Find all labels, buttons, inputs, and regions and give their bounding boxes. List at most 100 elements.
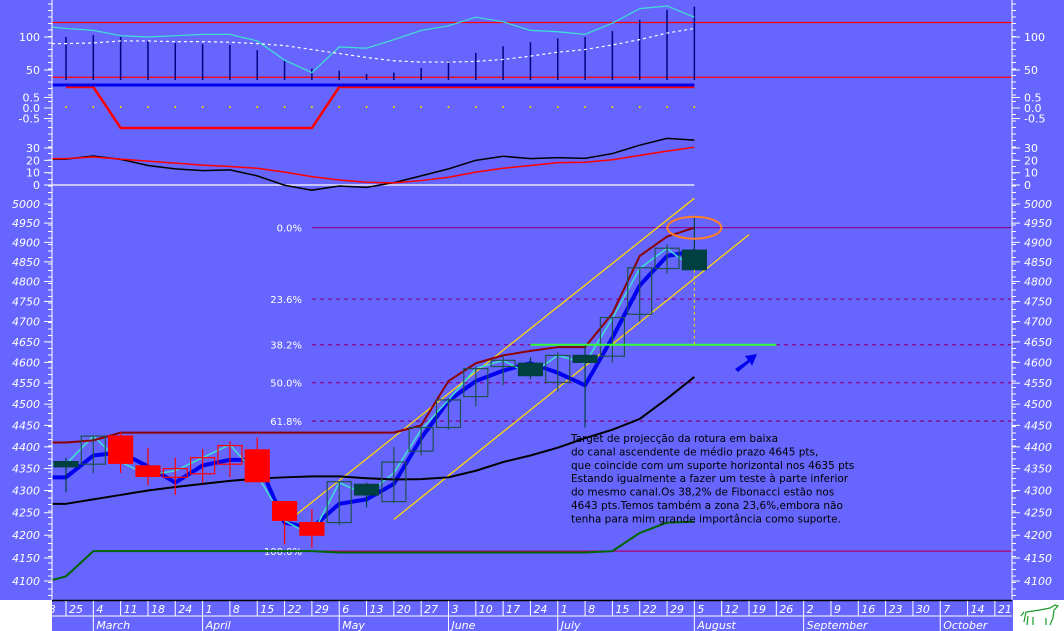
candle-body (353, 483, 380, 496)
week-label: 7 (943, 603, 950, 616)
price-tick-label-left: 4400 (12, 441, 40, 454)
price-tick-label-left: 4900 (12, 236, 40, 249)
candle-body (135, 465, 161, 478)
price-tick-label-left: 4950 (12, 217, 40, 230)
channel-line (284, 197, 695, 525)
price-tick-label-right: 4150 (1024, 552, 1052, 565)
price-tick-label-right: 4500 (1024, 398, 1052, 411)
y-tick-label-right: 30 (1024, 142, 1038, 155)
candle-body (517, 362, 544, 377)
week-label: 22 (643, 603, 657, 616)
week-label: 1 (561, 603, 568, 616)
price-tick-label-left: 4450 (12, 419, 40, 432)
week-label: 29 (670, 603, 684, 616)
candle-body (217, 444, 243, 465)
price-tick-label-right: 4100 (1024, 575, 1052, 588)
price-tick-label-right: 4800 (1024, 276, 1052, 289)
week-label: 20 (397, 603, 411, 616)
indicator-panel-2 (52, 83, 696, 130)
candle-body (326, 481, 352, 524)
week-label: 6 (342, 603, 349, 616)
candle-body (572, 354, 598, 364)
price-tick-label-right: 4400 (1024, 441, 1052, 454)
month-label: March (96, 619, 130, 631)
week-label: 18 (42, 603, 56, 616)
week-label: 2 (807, 603, 814, 616)
y-tick-label-right: 50 (1024, 64, 1038, 77)
price-tick-label-left: 4500 (12, 398, 40, 411)
price-tick-label-right: 4200 (1024, 529, 1052, 542)
week-label: 21 (998, 603, 1012, 616)
y-tick-label-left: 0.5 (23, 92, 41, 105)
price-tick-label-left: 4600 (12, 356, 40, 369)
week-label: 13 (370, 603, 384, 616)
candle-body (299, 521, 325, 536)
fibonacci-label: 0.0% (277, 224, 302, 235)
week-label: 8 (233, 603, 240, 616)
price-tick-label-right: 4850 (1024, 256, 1052, 269)
price-panel: 0.0% 23.6% 38.2% 50.0% 61.8% 100.0% (51, 197, 1012, 582)
annotation-line: Estando igualmente a fazer um teste à pa… (571, 473, 849, 485)
fibonacci-label: 23.6% (270, 295, 302, 306)
price-tick-label-left: 4100 (12, 575, 40, 588)
candle-body (490, 359, 516, 368)
annotation-text: Target de projecção da rotura em baixado… (570, 433, 854, 525)
candle-body (53, 460, 79, 468)
indicator-panel-1 (51, 5, 1012, 80)
price-tick-label-left: 4250 (12, 507, 40, 520)
annotation-line: do canal ascendente de médio prazo 4645 … (571, 446, 818, 458)
y-tick-label-left: 20 (26, 154, 40, 167)
price-tick-label-right: 4700 (1024, 316, 1052, 329)
month-label: July (559, 619, 581, 631)
candle-body (162, 467, 188, 478)
y-tick-label-left: 100 (19, 31, 40, 44)
indicator-panel-3 (52, 137, 695, 191)
week-label: 30 (916, 603, 930, 616)
y-tick-label-left: 0.0 (23, 102, 41, 115)
indicator-red-line (52, 146, 695, 184)
week-label: 22 (288, 603, 302, 616)
fibonacci-label: 50.0% (270, 379, 302, 390)
fibonacci-label: 100.0% (264, 547, 302, 558)
week-label: 9 (834, 603, 841, 616)
week-label: 10 (479, 603, 493, 616)
week-label: 27 (424, 603, 438, 616)
y-tick-label-right: -0.5 (1024, 113, 1045, 126)
candle-body (681, 249, 707, 271)
price-tick-label-right: 4450 (1024, 419, 1052, 432)
y-tick-label-left: 10 (26, 167, 40, 180)
price-tick-label-left: 4200 (12, 529, 40, 542)
candle-body (463, 368, 489, 398)
price-indicator-line (52, 376, 695, 505)
week-label: 1 (206, 603, 213, 616)
price-tick-label-left: 4150 (12, 552, 40, 565)
candle-body (599, 316, 626, 357)
week-label: 12 (725, 603, 739, 616)
arrow-up-right-icon (735, 354, 757, 372)
price-tick-label-left: 4750 (12, 295, 40, 308)
month-label: October (943, 619, 988, 631)
annotation-line: Target de projecção da rotura em baixa (570, 433, 778, 445)
week-label: 3 (451, 603, 458, 616)
indicator-line (51, 5, 695, 74)
corner-background (0, 600, 52, 631)
price-tick-label-right: 4300 (1024, 485, 1052, 498)
price-tick-label-left: 4800 (12, 276, 40, 289)
logo (1013, 600, 1064, 631)
price-tick-label-right: 4350 (1024, 463, 1052, 476)
fibonacci-label: 38.2% (270, 341, 302, 352)
y-tick-label-left: -0.5 (19, 113, 40, 126)
month-label: September (807, 619, 869, 631)
month-label: August (696, 619, 736, 631)
fibonacci-label: 61.8% (270, 417, 302, 428)
candle-body (108, 435, 134, 464)
week-label: 23 (889, 603, 903, 616)
y-tick-label-right: 20 (1024, 154, 1038, 167)
price-tick-label-right: 4900 (1024, 236, 1052, 249)
y-tick-label-right: 0 (1024, 179, 1031, 192)
week-label: 18 (151, 603, 165, 616)
date-labels: 1825411182418152229613202731017241815222… (42, 601, 1012, 631)
